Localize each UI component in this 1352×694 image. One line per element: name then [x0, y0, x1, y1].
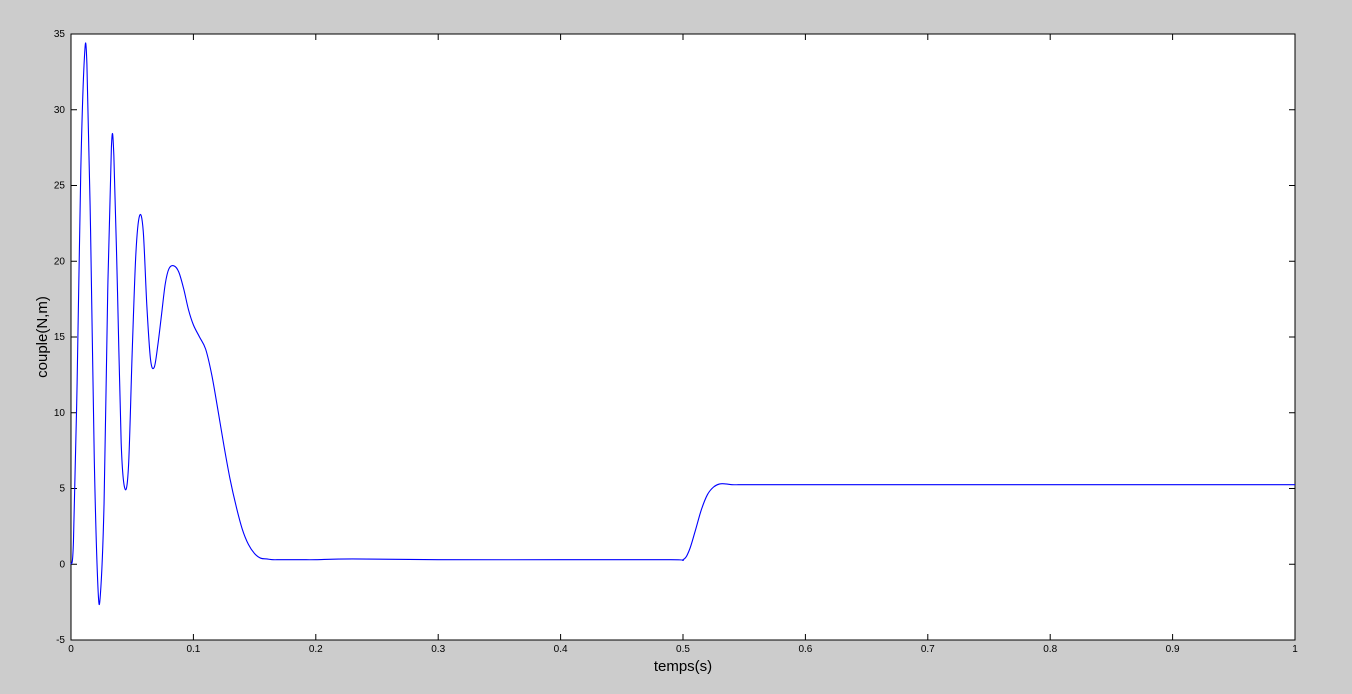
y-tick-labels: -5 0 5 10 15 20 25 30 35 — [54, 29, 66, 646]
axis-ticks — [70, 33, 1296, 641]
x-tick-label: 0.2 — [309, 644, 323, 655]
y-tick-label: 0 — [59, 559, 65, 570]
x-tick-label: 1 — [1292, 644, 1298, 655]
y-tick-label: 10 — [54, 408, 66, 419]
x-tick-label: 0.8 — [1043, 644, 1057, 655]
y-axis-label: couple(N,m) — [34, 296, 51, 378]
x-axis-label: temps(s) — [654, 658, 712, 675]
series-line — [70, 42, 1295, 606]
x-tick-label: 0.9 — [1166, 644, 1180, 655]
y-tick-label: -5 — [56, 635, 65, 646]
y-tick-label: 5 — [59, 484, 65, 495]
x-tick-label: 0.7 — [921, 644, 935, 655]
plot-area — [70, 33, 1296, 641]
y-tick-label: 35 — [54, 29, 66, 40]
x-tick-label: 0.3 — [431, 644, 445, 655]
x-tick-labels: 0 0.1 0.2 0.3 0.4 0.5 0.6 0.7 0.8 0.9 1 — [68, 644, 1298, 655]
x-tick-label: 0.5 — [676, 644, 690, 655]
x-tick-label: 0.6 — [798, 644, 812, 655]
x-tick-label: 0 — [68, 644, 74, 655]
y-tick-label: 25 — [54, 181, 66, 192]
y-tick-label: 15 — [54, 332, 66, 343]
x-tick-label: 0.1 — [186, 644, 200, 655]
y-tick-label: 20 — [54, 256, 66, 267]
x-tick-label: 0.4 — [554, 644, 568, 655]
y-tick-label: 30 — [54, 105, 66, 116]
